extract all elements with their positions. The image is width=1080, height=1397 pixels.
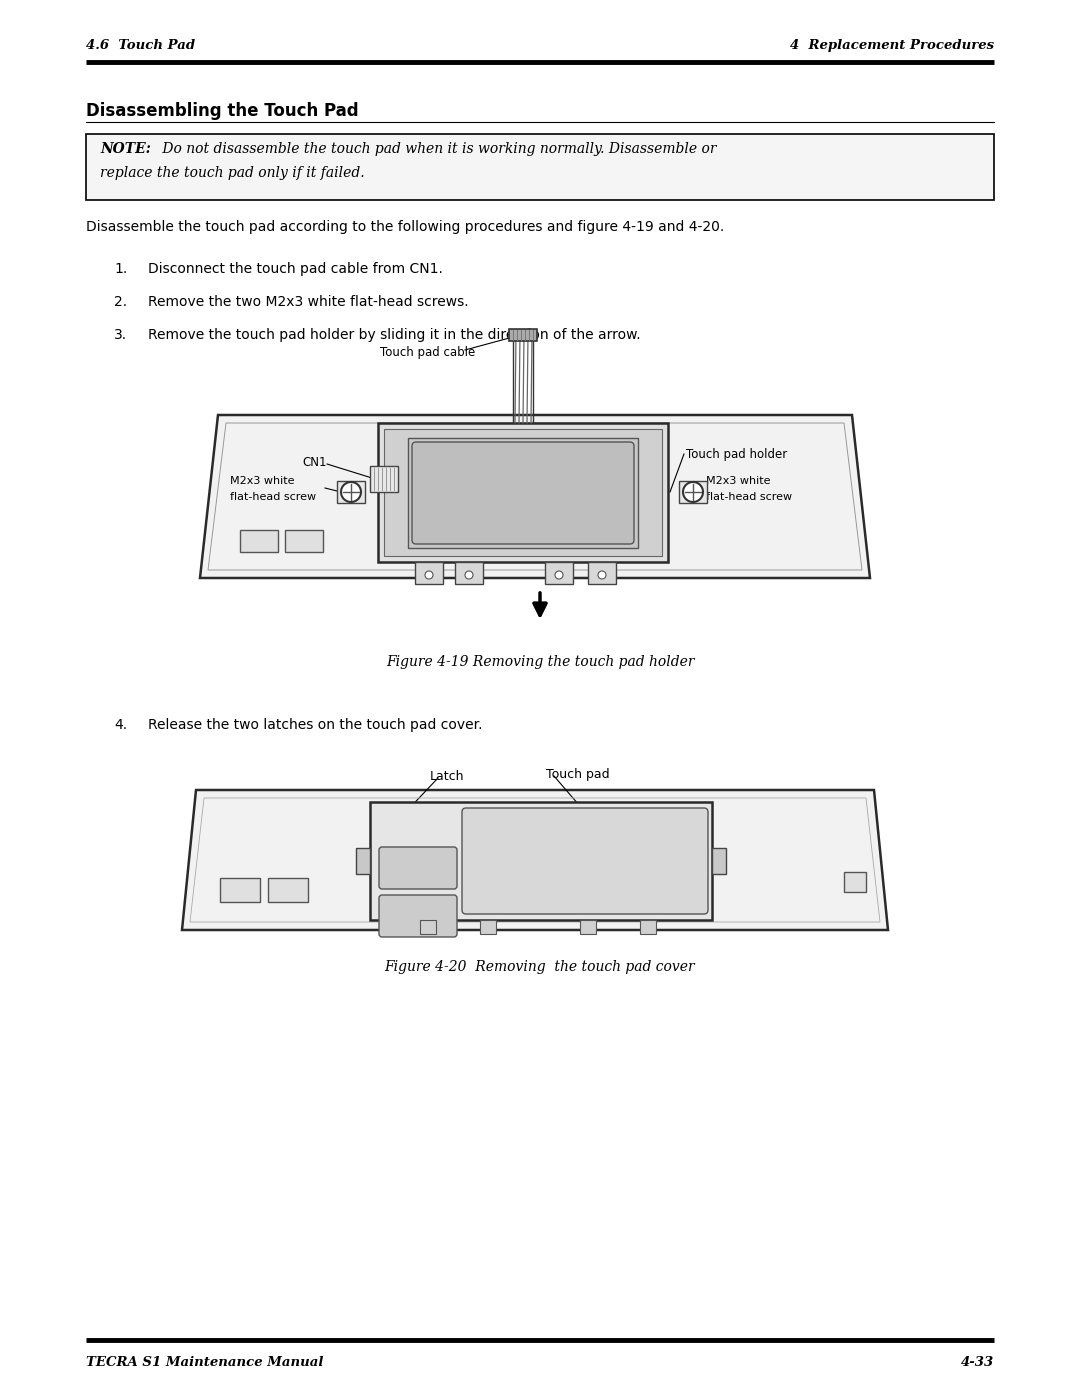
FancyBboxPatch shape	[843, 872, 866, 893]
FancyBboxPatch shape	[370, 467, 399, 492]
Text: Touch pad holder: Touch pad holder	[686, 448, 787, 461]
Text: M2x3 white: M2x3 white	[230, 476, 295, 486]
FancyBboxPatch shape	[580, 921, 596, 935]
Circle shape	[465, 571, 473, 578]
FancyBboxPatch shape	[86, 134, 994, 200]
Text: Touch pad cable: Touch pad cable	[380, 346, 475, 359]
Text: Remove the two M2x3 white flat-head screws.: Remove the two M2x3 white flat-head scre…	[148, 295, 469, 309]
Text: 4.: 4.	[114, 718, 127, 732]
FancyBboxPatch shape	[455, 562, 483, 584]
FancyBboxPatch shape	[285, 529, 323, 552]
FancyBboxPatch shape	[679, 481, 707, 503]
FancyBboxPatch shape	[420, 921, 436, 935]
Polygon shape	[183, 789, 888, 930]
Text: 4  Replacement Procedures: 4 Replacement Procedures	[789, 39, 994, 52]
FancyBboxPatch shape	[462, 807, 708, 914]
Text: flat-head screw: flat-head screw	[706, 492, 792, 502]
Text: Release the two latches on the touch pad cover.: Release the two latches on the touch pad…	[148, 718, 483, 732]
Circle shape	[683, 482, 703, 502]
Text: Touch pad: Touch pad	[546, 768, 609, 781]
FancyBboxPatch shape	[545, 562, 573, 584]
FancyBboxPatch shape	[356, 848, 370, 875]
FancyBboxPatch shape	[384, 429, 662, 556]
Text: M2x3 white: M2x3 white	[706, 476, 770, 486]
FancyBboxPatch shape	[588, 562, 616, 584]
Text: 4.6  Touch Pad: 4.6 Touch Pad	[86, 39, 195, 52]
Text: Disassembling the Touch Pad: Disassembling the Touch Pad	[86, 102, 359, 120]
Polygon shape	[200, 415, 870, 578]
Text: Remove the touch pad holder by sliding it in the direction of the arrow.: Remove the touch pad holder by sliding i…	[148, 328, 640, 342]
Text: Disconnect the touch pad cable from CN1.: Disconnect the touch pad cable from CN1.	[148, 263, 443, 277]
FancyBboxPatch shape	[415, 562, 443, 584]
Text: replace the touch pad only if it failed.: replace the touch pad only if it failed.	[100, 166, 365, 180]
Circle shape	[598, 571, 606, 578]
Circle shape	[341, 482, 361, 502]
FancyBboxPatch shape	[337, 481, 365, 503]
FancyBboxPatch shape	[480, 921, 496, 935]
FancyBboxPatch shape	[640, 921, 656, 935]
FancyBboxPatch shape	[268, 877, 308, 902]
Circle shape	[555, 571, 563, 578]
Text: 2.: 2.	[114, 295, 127, 309]
Text: flat-head screw: flat-head screw	[230, 492, 316, 502]
Text: Latch: Latch	[430, 770, 464, 782]
FancyBboxPatch shape	[379, 847, 457, 888]
Text: Figure 4-20  Removing  the touch pad cover: Figure 4-20 Removing the touch pad cover	[384, 960, 696, 974]
Text: 3.: 3.	[114, 328, 127, 342]
Text: Figure 4-19 Removing the touch pad holder: Figure 4-19 Removing the touch pad holde…	[386, 655, 694, 669]
Text: NOTE:: NOTE:	[100, 142, 151, 156]
FancyBboxPatch shape	[509, 330, 537, 341]
FancyBboxPatch shape	[220, 877, 260, 902]
FancyBboxPatch shape	[712, 848, 726, 875]
FancyBboxPatch shape	[370, 802, 712, 921]
FancyBboxPatch shape	[378, 423, 669, 562]
Text: Disassemble the touch pad according to the following procedures and figure 4-19 : Disassemble the touch pad according to t…	[86, 219, 725, 235]
Text: 4-33: 4-33	[961, 1356, 994, 1369]
Text: 1.: 1.	[114, 263, 127, 277]
FancyBboxPatch shape	[240, 529, 278, 552]
FancyBboxPatch shape	[408, 439, 638, 548]
Text: Do not disassemble the touch pad when it is working normally. Disassemble or: Do not disassemble the touch pad when it…	[158, 142, 716, 156]
Text: CN1: CN1	[302, 455, 326, 469]
FancyBboxPatch shape	[411, 441, 634, 543]
Text: TECRA S1 Maintenance Manual: TECRA S1 Maintenance Manual	[86, 1356, 323, 1369]
Circle shape	[426, 571, 433, 578]
FancyBboxPatch shape	[379, 895, 457, 937]
